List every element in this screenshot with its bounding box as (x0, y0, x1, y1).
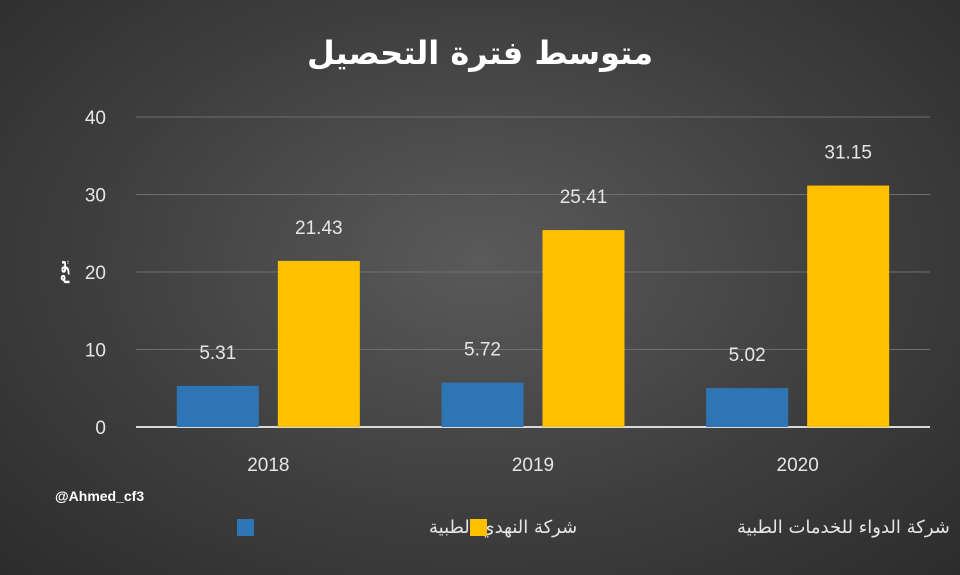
y-tick-label: 40 (85, 108, 106, 129)
legend-label: شركة الدواء للخدمات الطبية (737, 517, 950, 538)
bar (277, 260, 360, 427)
bars (176, 185, 890, 427)
y-tick-label: 30 (85, 186, 106, 207)
x-axis-categories: 2018 2019 2020 (247, 455, 819, 476)
data-label: 5.02 (729, 345, 766, 366)
data-label: 25.41 (560, 187, 608, 208)
legend-swatch (470, 519, 487, 536)
data-label: 21.43 (295, 218, 343, 239)
y-axis-ticks: 0 10 20 30 40 (85, 108, 106, 439)
data-label: 5.72 (464, 340, 501, 361)
bar (542, 230, 625, 427)
chart-title: متوسط فترة التحصيل (307, 34, 653, 72)
data-label: 5.31 (199, 343, 236, 364)
bar (441, 382, 524, 427)
bar (807, 185, 890, 427)
watermark: @Ahmed_cf3 (55, 488, 144, 504)
x-category-label: 2020 (777, 455, 819, 476)
y-axis-label: يوم (54, 260, 70, 284)
gridlines (136, 116, 930, 428)
data-labels: 5.31 21.43 5.72 25.41 5.02 31.15 (199, 143, 872, 367)
y-tick-label: 0 (95, 418, 106, 439)
legend: شركة النهدي الطبية شركة الدواء للخدمات ال… (237, 517, 950, 538)
legend-swatch (237, 519, 254, 536)
y-tick-label: 20 (85, 263, 106, 284)
bar (176, 385, 259, 427)
y-tick-label: 10 (85, 341, 106, 362)
legend-label: شركة النهدي الطبية (429, 517, 577, 538)
bar (706, 388, 789, 427)
data-label: 31.15 (824, 143, 872, 164)
x-category-label: 2019 (512, 455, 554, 476)
x-category-label: 2018 (247, 455, 289, 476)
